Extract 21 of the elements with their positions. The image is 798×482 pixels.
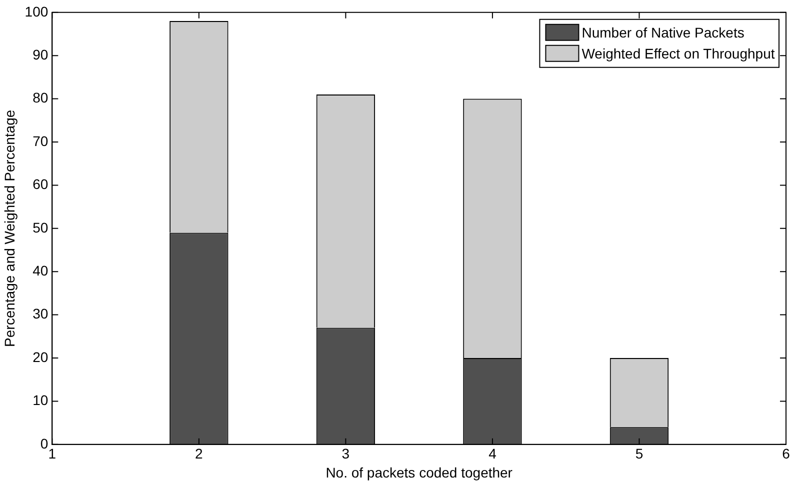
legend-label: Weighted Effect on Throughput [582,45,775,62]
x-tick-label: 3 [342,446,350,462]
y-tick-label: 40 [32,262,48,278]
x-tick-label: 5 [635,446,644,462]
y-tick-label: 0 [40,435,48,452]
x-tick-label: 6 [782,446,790,462]
y-tick-label: 100 [24,3,48,20]
x-tick-label: 4 [488,446,497,462]
y-tick-label: 20 [32,348,48,365]
x-axis-title: No. of packets coded together [326,464,513,480]
y-axis-title: Percentage and Weighted Percentage [1,110,18,347]
x-tick-label: 1 [48,446,56,462]
y-tick-label: 60 [32,176,48,192]
y-tick-label: 30 [32,306,48,322]
y-tick-label: 10 [32,392,48,408]
legend-label: Number of Native Packets [582,24,744,40]
y-tick-label: 90 [32,46,48,62]
x-tick-label: 2 [195,446,204,462]
y-tick-label: 80 [32,90,48,106]
y-tick-label: 70 [32,132,48,149]
y-tick-label: 50 [32,219,48,236]
